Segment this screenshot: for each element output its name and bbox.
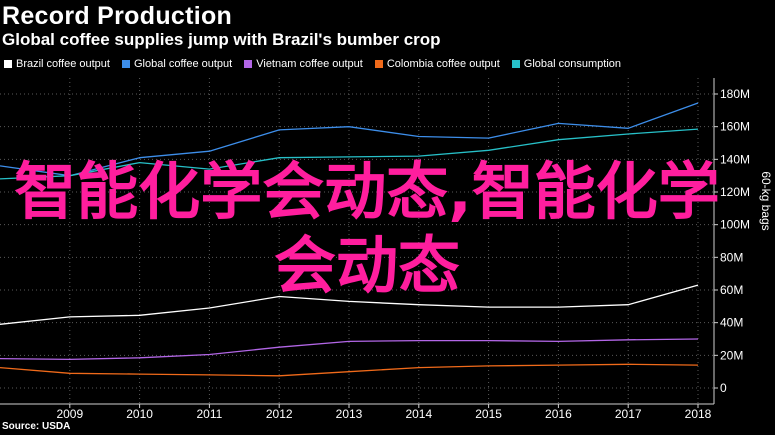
series-line [0,363,699,377]
y-tick-label: 120M [720,185,750,199]
legend-label: Colombia coffee output [386,58,500,70]
x-tick-label: 2016 [545,407,572,421]
y-tick-label: 160M [720,120,750,134]
y-axis-title: 60-kg bags [759,171,773,230]
legend-item: Global consumption [511,58,622,70]
source-note: Source: USDA [2,421,71,432]
legend-swatch [4,60,12,68]
legend-item: Brazil coffee output [4,58,110,70]
legend-swatch [121,60,130,68]
x-tick-label: 2013 [336,407,363,421]
x-tick-label: 2017 [615,407,642,421]
y-tick-label: 20M [720,348,743,362]
x-tick-label: 2014 [405,407,432,421]
chart-brand-title: Record Production [2,2,233,30]
legend-swatch [511,60,520,68]
series-line [0,128,699,180]
y-tick-label: 180M [720,87,750,101]
series-line [0,338,699,361]
x-tick-label: 2010 [126,407,153,421]
legend-item: Colombia coffee output [374,58,500,70]
y-tick-label: 80M [720,250,743,264]
legend-label: Global coffee output [133,58,233,70]
y-tick-label: 100M [720,218,750,232]
y-tick-label: 0 [720,381,727,395]
x-tick-label: 2011 [196,407,222,421]
x-tick-label: 2015 [475,407,502,421]
watermark-overlay: 智能化学会动态,智能化学会动态 [14,155,720,302]
legend-item: Vietnam coffee output [244,58,363,70]
legend-swatch [244,60,253,68]
y-tick-label: 60M [720,283,743,297]
series-line [0,102,699,177]
legend-swatch [374,60,383,68]
legend-label: Vietnam coffee output [256,58,363,70]
series-line [0,284,699,325]
legend-label: Global consumption [523,58,622,70]
legend-label: Brazil coffee output [16,58,110,70]
legend-item: Global coffee output [121,58,233,70]
chart-legend: Brazil coffee output Global coffee outpu… [4,58,621,70]
x-tick-label: 2009 [56,407,83,421]
x-tick-label: 2012 [266,407,293,421]
x-tick-label: 2018 [685,407,712,421]
chart-headline: Global coffee supplies jump with Brazil'… [2,30,441,49]
y-tick-label: 40M [720,316,743,330]
y-tick-label: 140M [720,152,750,166]
